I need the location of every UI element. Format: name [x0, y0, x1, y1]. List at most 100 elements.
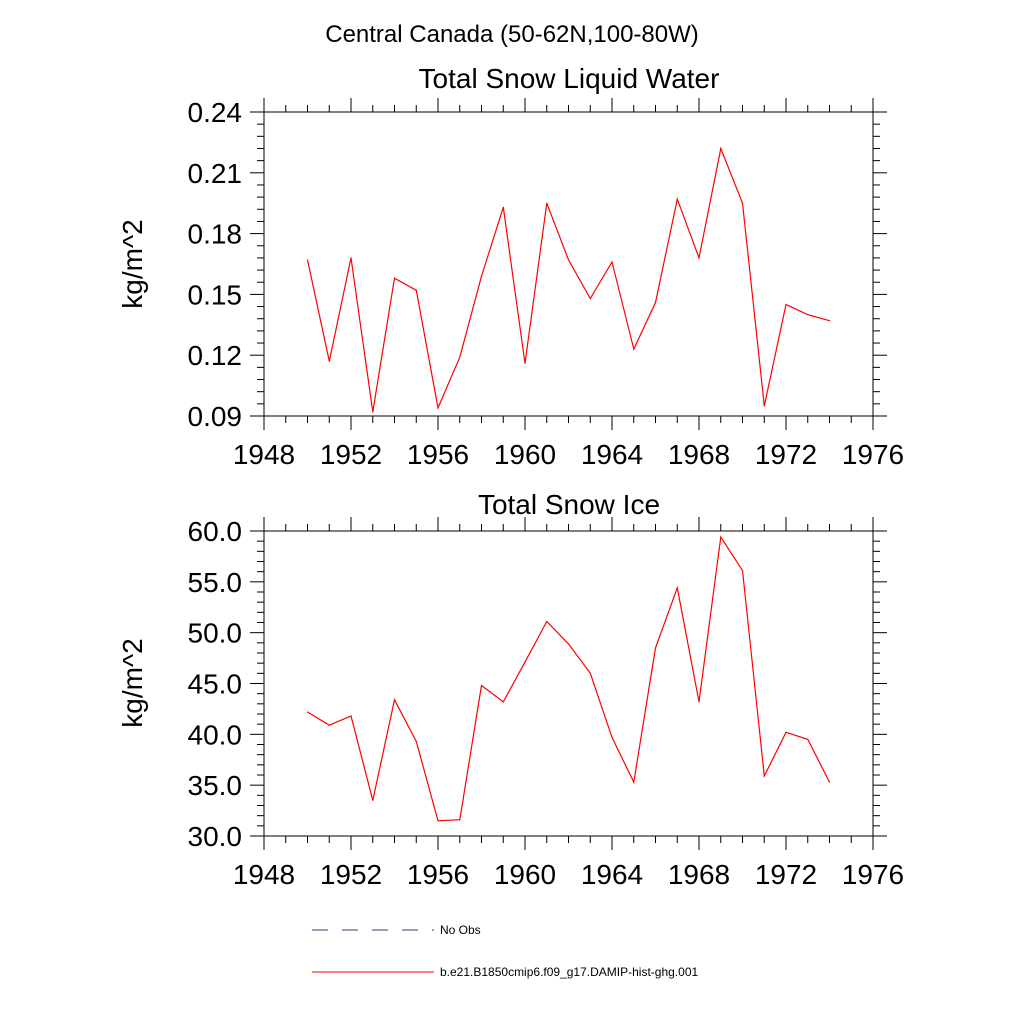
data-point [459, 819, 461, 821]
x-tick-label: 1968 [668, 859, 730, 890]
x-tick-labels: 1948 1952 1956 1960 1964 1968 1972 1976 [233, 859, 904, 890]
data-point [611, 261, 613, 263]
data-point [459, 356, 461, 358]
data-point [633, 348, 635, 350]
data-point [546, 202, 548, 204]
x-tick-label: 1956 [407, 439, 469, 470]
data-point [763, 775, 765, 777]
data-point [437, 407, 439, 409]
y-tick-labels: 0.09 0.12 0.15 0.18 0.21 0.24 [188, 97, 243, 432]
data-point [328, 360, 330, 362]
data-point [589, 672, 591, 674]
data-point [785, 731, 787, 733]
y-tick-label: 50.0 [188, 618, 243, 649]
data-point [828, 320, 831, 322]
x-tick-label: 1964 [581, 859, 643, 890]
y-tick-label: 60.0 [188, 516, 243, 547]
data-point [741, 202, 744, 204]
y-tick-label: 35.0 [188, 770, 243, 801]
data-point [828, 781, 831, 783]
data-point [785, 303, 787, 306]
panel-snow-ice: Total Snow Ice kg/m^2 1948 1952 1956 1960 19… [117, 489, 904, 890]
data-point [372, 799, 374, 802]
data-point [567, 643, 570, 645]
panel-liquid-water: Total Snow Liquid Water kg/m^2 1948 1952 1… [117, 63, 904, 470]
data-point [437, 820, 439, 822]
data-point [589, 297, 591, 300]
y-tick-label: 55.0 [188, 567, 243, 598]
data-point [698, 257, 700, 259]
y-axis-label: kg/m^2 [117, 638, 148, 727]
x-tick-label: 1976 [842, 859, 904, 890]
y-tick-label: 0.18 [188, 219, 243, 250]
x-tick-label: 1964 [581, 439, 643, 470]
data-point [611, 736, 613, 738]
data-point [698, 701, 700, 703]
data-point [306, 711, 309, 713]
x-tick-label: 1972 [755, 859, 817, 890]
y-tick-label: 30.0 [188, 821, 243, 852]
data-point [741, 570, 744, 572]
axis-ticks [250, 98, 887, 430]
y-tick-label: 0.09 [188, 401, 243, 432]
data-point [415, 740, 417, 743]
x-tick-label: 1972 [755, 439, 817, 470]
data-point [676, 198, 678, 200]
data-point [328, 724, 330, 726]
data-point [807, 314, 809, 316]
y-tick-label: 0.12 [188, 340, 243, 371]
data-point [633, 781, 635, 783]
y-axis-label: kg/m^2 [117, 219, 148, 308]
panel-title: Total Snow Liquid Water [419, 63, 720, 94]
data-point [524, 362, 526, 364]
x-tick-label: 1952 [320, 859, 382, 890]
x-tick-label: 1952 [320, 439, 382, 470]
x-tick-label: 1960 [494, 859, 556, 890]
data-point [350, 715, 352, 717]
legend-label-series: b.e21.B1850cmip6.f09_g17.DAMIP-hist-ghg.… [440, 965, 698, 979]
data-point [372, 411, 374, 413]
data-point [393, 699, 396, 701]
data-point [350, 257, 352, 259]
plot-frame [263, 530, 874, 837]
y-tick-label: 40.0 [188, 719, 243, 750]
data-point [480, 684, 483, 687]
plot-frame [263, 111, 874, 417]
series-line [306, 146, 830, 412]
x-tick-labels: 1948 1952 1956 1960 1964 1968 1972 1976 [233, 439, 904, 470]
y-tick-label: 0.21 [188, 158, 243, 189]
data-point [763, 405, 765, 407]
data-point [393, 277, 396, 279]
y-tick-labels: 30.0 35.0 40.0 45.0 50.0 55.0 60.0 [188, 516, 243, 852]
y-tick-label: 0.24 [188, 97, 243, 128]
axis-ticks [250, 517, 887, 850]
x-tick-label: 1960 [494, 439, 556, 470]
figure-title: Central Canada (50-62N,100-80W) [325, 21, 699, 48]
data-point [654, 647, 657, 649]
data-point [720, 536, 722, 538]
legend-label-no-obs: No Obs [440, 923, 481, 937]
data-point [567, 259, 570, 261]
data-point [502, 206, 504, 208]
x-tick-label: 1968 [668, 439, 730, 470]
data-point [654, 301, 657, 304]
data-point [480, 275, 483, 277]
x-tick-label: 1948 [233, 859, 295, 890]
data-point [676, 587, 678, 589]
data-point [415, 289, 417, 291]
legend: No Obs b.e21.B1850cmip6.f09_g17.DAMIP-hi… [312, 923, 698, 979]
data-point [306, 259, 309, 261]
data-point [807, 738, 809, 741]
data-point [524, 661, 526, 663]
data-point [502, 701, 504, 703]
y-tick-label: 45.0 [188, 669, 243, 700]
x-tick-label: 1976 [842, 439, 904, 470]
y-tick-label: 0.15 [188, 279, 243, 310]
x-tick-label: 1948 [233, 439, 295, 470]
data-point [546, 620, 548, 623]
series-line [307, 535, 831, 822]
x-tick-label: 1956 [407, 859, 469, 890]
data-point [720, 147, 722, 150]
panel-title: Total Snow Ice [478, 489, 660, 520]
